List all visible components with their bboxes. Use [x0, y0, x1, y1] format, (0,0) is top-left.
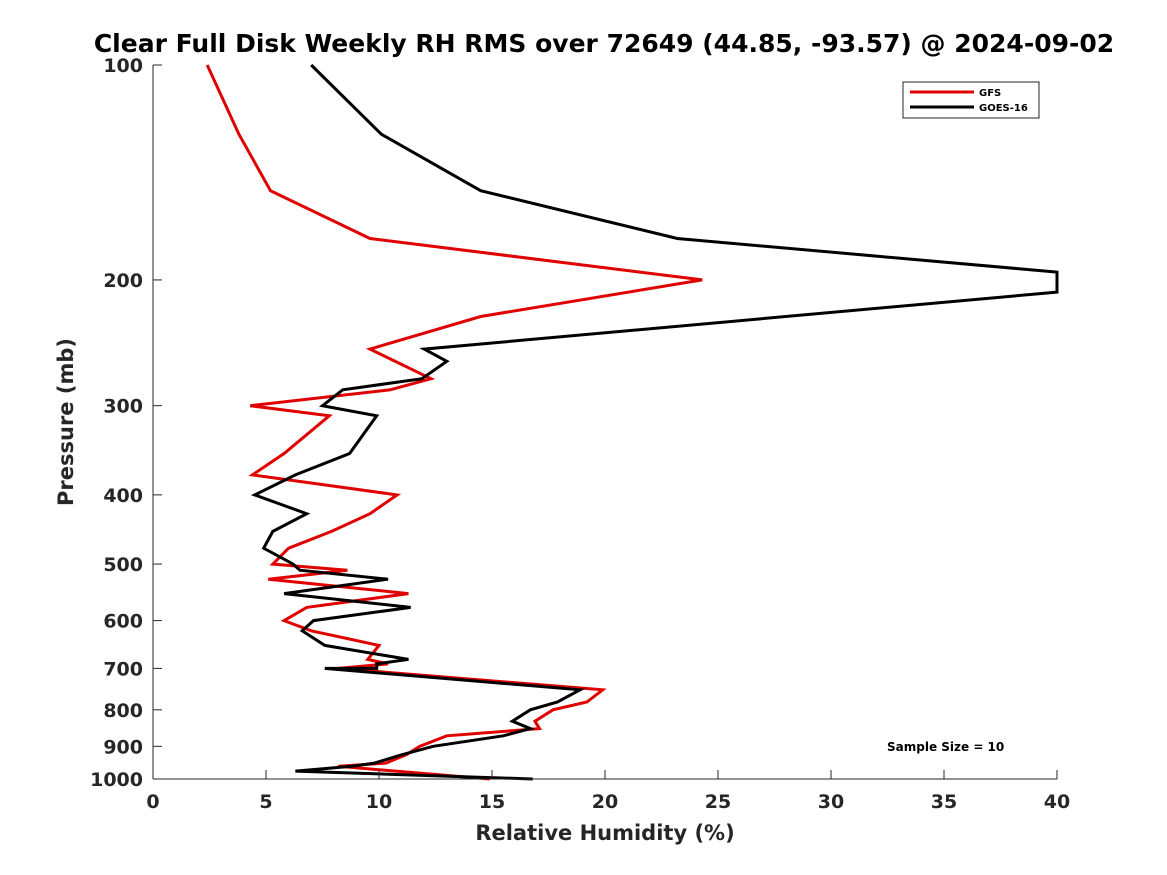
y-tick-label: 900: [103, 736, 143, 758]
sample-size-annotation: Sample Size = 10: [887, 740, 1004, 754]
y-tick-label: 400: [103, 485, 143, 507]
series-group: [205, 63, 1059, 781]
y-tick-label: 500: [103, 554, 143, 576]
x-tick-label: 30: [818, 791, 844, 813]
y-tick-label: 700: [103, 658, 143, 680]
x-tick-label: 10: [366, 791, 392, 813]
y-tick-label: 800: [103, 700, 143, 722]
x-tick-label: 0: [146, 791, 159, 813]
y-ticks: 100 200 300 400 500 600 700 800 900 1000: [90, 55, 162, 791]
legend-box: [902, 81, 1040, 119]
y-tick-label: 200: [103, 270, 143, 292]
x-tick-label: 15: [479, 791, 505, 813]
x-tick-label: 5: [259, 791, 272, 813]
x-tick-label: 20: [592, 791, 618, 813]
legend-label-goes16: GOES-16: [979, 103, 1028, 114]
series-line-goes16: [250, 63, 1059, 781]
y-axis-label: Pressure (mb): [54, 338, 78, 506]
x-tick-label: 35: [931, 791, 957, 813]
x-axis-label: Relative Humidity (%): [475, 821, 734, 845]
chart-title: Clear Full Disk Weekly RH RMS over 72649…: [94, 29, 1114, 58]
series-line-gfs: [205, 64, 703, 781]
y-tick-label: 100: [103, 55, 143, 77]
x-tick-label: 25: [705, 791, 731, 813]
y-tick-label: 1000: [90, 769, 143, 791]
legend-label-gfs: GFS: [979, 88, 1001, 99]
x-tick-label: 40: [1044, 791, 1070, 813]
y-tick-label: 600: [103, 611, 143, 633]
legend: GFS GOES-16: [902, 81, 1040, 119]
y-tick-label: 300: [103, 396, 143, 418]
x-ticks: 0 5 10 15 20 25 30 35 40: [146, 770, 1070, 813]
plot-area: 0 5 10 15 20 25 30 35 40 100 200 300 400 500 600 700 80…: [90, 55, 1070, 813]
plot-background: [153, 65, 1057, 779]
